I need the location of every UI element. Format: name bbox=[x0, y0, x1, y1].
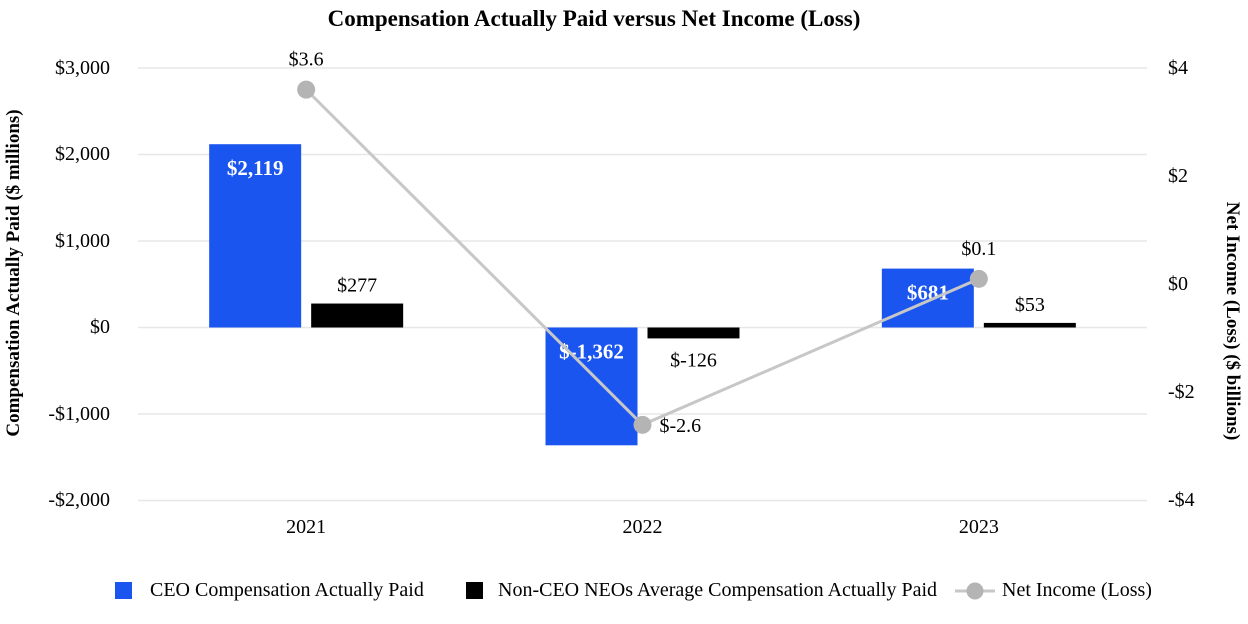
right-axis-title: Net Income (Loss) ($ billions) bbox=[1222, 201, 1243, 441]
bar-series2-2021 bbox=[311, 303, 404, 328]
tick-label-right: -$4 bbox=[1168, 489, 1195, 511]
tick-label-left: -$1,000 bbox=[48, 402, 110, 425]
bar-series1-2023 bbox=[881, 268, 974, 328]
legend-marker-icon bbox=[966, 582, 984, 600]
tick-label-left: $0 bbox=[90, 316, 110, 338]
tick-label-left: $1,000 bbox=[55, 229, 110, 252]
legend-label: Non-CEO NEOs Average Compensation Actual… bbox=[498, 579, 938, 601]
bar-value-label: $-126 bbox=[670, 349, 717, 371]
tick-label-right: $4 bbox=[1168, 56, 1188, 79]
line-value-label: $-2.6 bbox=[660, 415, 702, 437]
legend-label: Net Income (Loss) bbox=[1002, 579, 1152, 601]
line-point-marker bbox=[969, 269, 988, 288]
tick-label-right: -$2 bbox=[1168, 380, 1195, 403]
legend-label: CEO Compensation Actually Paid bbox=[150, 579, 424, 601]
bar-series1-2022 bbox=[545, 327, 638, 446]
legend-line-marker bbox=[955, 582, 995, 600]
x-axis-label: 2022 bbox=[622, 516, 663, 538]
legend-swatch bbox=[115, 582, 132, 599]
tick-label-left: $2,000 bbox=[55, 143, 110, 165]
legend-swatch bbox=[466, 582, 483, 599]
bar-value-label: $277 bbox=[337, 275, 377, 297]
plot-area: $2,119$-1,362$681$277$-126$53$3.6$-2.6$0… bbox=[138, 49, 1147, 502]
tick-label-left: -$2,000 bbox=[48, 489, 110, 511]
tick-label-left: $3,000 bbox=[55, 56, 110, 79]
tick-label-right: $0 bbox=[1168, 272, 1188, 295]
x-axis-label: 2021 bbox=[286, 516, 327, 538]
line-value-label: $3.6 bbox=[289, 49, 324, 71]
bar-series2-2022 bbox=[647, 327, 740, 339]
x-axis-label: 2023 bbox=[958, 516, 999, 538]
line-series bbox=[305, 88, 980, 427]
bar-series1-2021 bbox=[209, 144, 302, 328]
bar-value-label: $2,119 bbox=[227, 156, 284, 180]
bar-value-label: $53 bbox=[1015, 294, 1045, 316]
chart-title: Compensation Actually Paid versus Net In… bbox=[327, 6, 861, 31]
tick-label-right: $2 bbox=[1168, 164, 1188, 187]
line-point-marker bbox=[633, 415, 652, 434]
line-value-label: $0.1 bbox=[961, 238, 996, 260]
line-point-marker bbox=[297, 80, 316, 99]
bar-series2-2023 bbox=[983, 322, 1076, 328]
